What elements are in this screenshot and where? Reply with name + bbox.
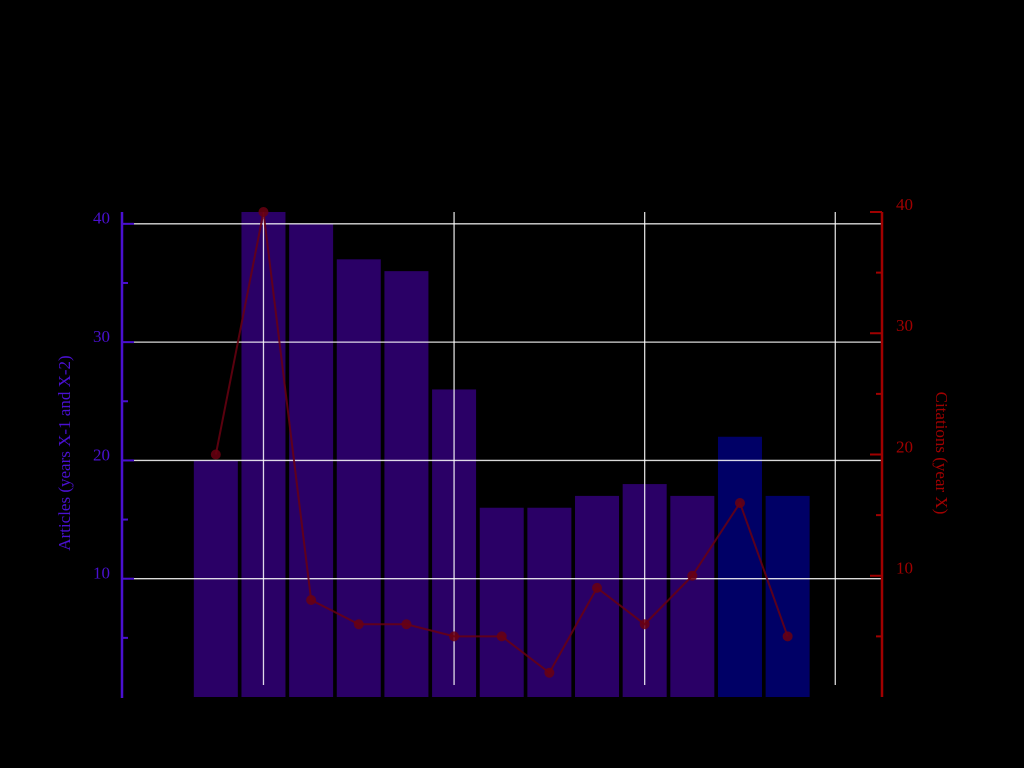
y-tick-label: 20 [93, 445, 110, 464]
line-marker [353, 619, 364, 630]
y-axis-label: Articles (years X-1 and X-2) [55, 355, 74, 550]
line-marker [544, 667, 555, 678]
bar [384, 271, 429, 697]
line-marker [592, 582, 603, 593]
line-marker [734, 498, 745, 508]
line-marker [306, 595, 317, 605]
bar [336, 259, 381, 697]
line-marker [401, 619, 412, 630]
bar [479, 507, 524, 697]
bar [765, 495, 810, 697]
line-marker [258, 207, 269, 217]
line-marker [782, 631, 793, 642]
y2-tick-label: 20 [896, 437, 913, 456]
bar [527, 507, 572, 697]
line-marker [687, 570, 698, 581]
y2-axis-label: Citations (year X) [932, 392, 951, 515]
line-marker [449, 631, 460, 642]
bar [670, 495, 715, 697]
line-marker [210, 449, 221, 460]
bar [717, 436, 762, 697]
y-tick-label: 40 [93, 209, 110, 228]
line-marker [496, 631, 507, 642]
line-marker [639, 619, 650, 630]
y-tick-label: 30 [93, 327, 110, 346]
y2-tick-label: 10 [896, 559, 913, 578]
y2-tick-label: 40 [896, 195, 913, 214]
bar [575, 495, 620, 697]
y2-tick-label: 30 [896, 316, 913, 335]
y-tick-label: 10 [93, 564, 110, 583]
